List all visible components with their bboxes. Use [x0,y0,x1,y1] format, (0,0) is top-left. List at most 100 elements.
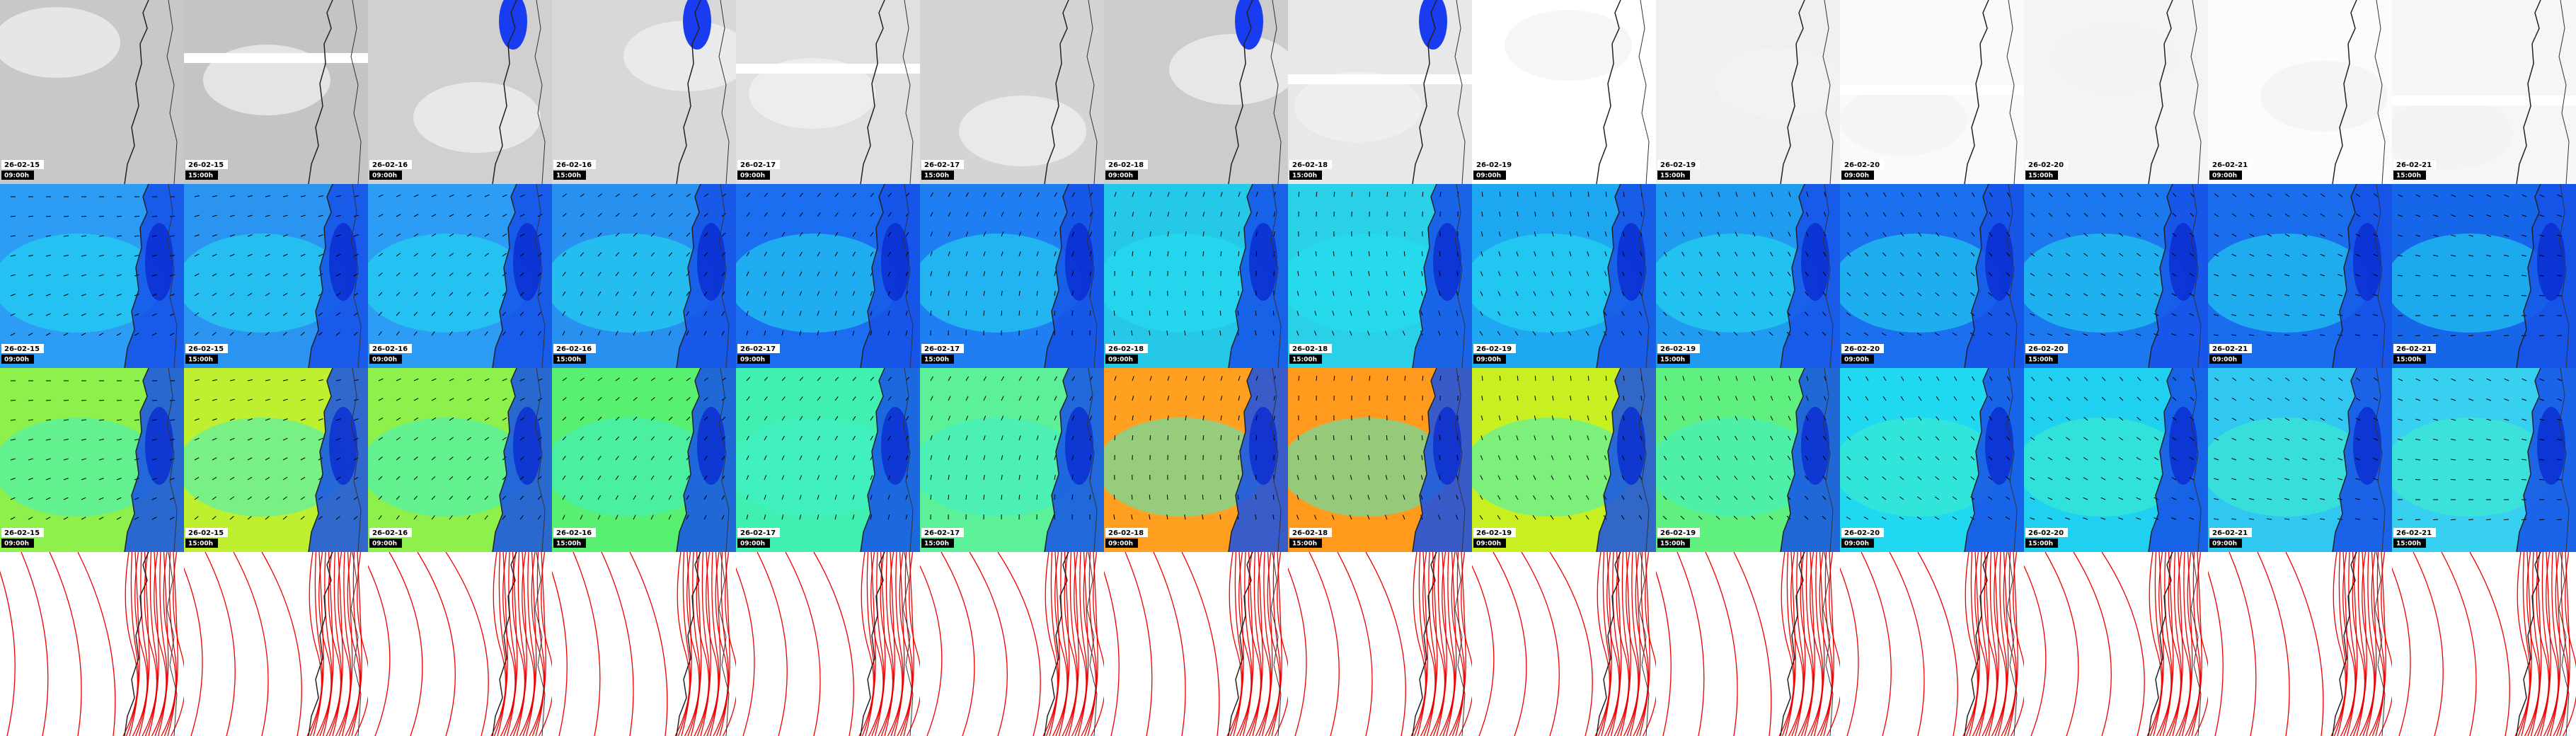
time-box [2209,171,2242,180]
wind-arrow [615,456,619,461]
wind-arrow [378,515,382,520]
wind-arrow [686,213,691,217]
cloud [413,82,541,153]
wind-arrow [2504,378,2509,381]
wind-arrow [2522,255,2527,257]
wind-arrow [2373,314,2379,316]
coastline [676,0,701,184]
wind-arrow [1113,330,1115,336]
wind-arrow [1568,514,1572,520]
wind-arrow [2556,275,2563,277]
wind-zone [184,234,347,333]
wind-arrow [852,435,856,441]
wind-arrow [1899,476,1904,481]
time-box [553,171,586,180]
wind-arrow [335,379,341,381]
isobar [1917,552,1958,736]
border [902,184,914,368]
wind-arrow [169,517,175,520]
wind-arrow [1970,292,1975,297]
wind-arrow [781,415,786,421]
wind-arrow [2006,476,2011,481]
wind-arrow [1865,232,1869,237]
wind-arrow [229,457,235,461]
wind-arrow [396,515,400,520]
wind-arrow [1369,375,1371,381]
wind-arrow [1001,310,1003,316]
wind-arrow [1018,291,1020,297]
wind-arrow [2154,396,2159,401]
wind-arrow [2373,213,2379,217]
wind-arrow [1681,251,1685,257]
wind-arrow [396,417,401,421]
wind-arrow [169,274,175,277]
isobar [1455,552,1466,736]
wind-arrow [396,194,401,197]
coastline [492,0,517,184]
wind-arrow [2154,192,2159,197]
wind-arrow [1456,455,1459,461]
wind-arrow [265,457,270,461]
wind-arrow [2267,234,2272,237]
wind-arrow [2338,274,2343,277]
wind-arrow [781,455,785,461]
wind-arrow [1149,435,1151,441]
time-box [1105,171,1138,180]
wind-arrow [2355,314,2361,316]
wind-arrow [81,313,86,316]
wind-arrow [98,313,104,316]
wind-arrow [721,213,726,217]
isobar [2549,552,2561,736]
wind-arrow [466,233,472,237]
wind-cell [2169,223,2197,301]
wind-arrow [1970,272,1975,277]
wind-arrow [1735,212,1738,217]
wind-arrow [2231,213,2237,217]
wind-arrow [2214,314,2219,316]
isobar [21,552,49,736]
wind-arrow [45,439,51,441]
wind-arrow [2136,517,2141,520]
wind-arrow [668,252,673,257]
isobar [2001,552,2017,736]
isobar [1248,552,1263,736]
wind-arrow [1882,272,1887,277]
wind-arrow [2100,293,2106,297]
coastline [2516,0,2541,184]
coastline [2148,0,2173,184]
wind-arrow [1805,396,1809,401]
time-box [737,539,770,548]
wind-arrow [335,457,341,461]
wind-arrow [2504,214,2509,217]
wind-arrow [834,435,838,441]
isobar [2003,552,2018,736]
wind-arrow [1296,311,1299,316]
wind-arrow [396,311,401,316]
wind-arrow [2030,477,2035,481]
wind-arrow [1332,291,1335,297]
wind-arrow [2486,398,2492,401]
wind-arrow [703,193,708,197]
border [1270,184,1282,368]
wind-arrow [834,396,839,401]
wind-zone [1288,418,1451,517]
isobar [722,552,736,736]
wind-arrow [353,496,358,500]
wind-arrow [2522,234,2527,237]
wind-arrow [1882,252,1887,257]
wind-arrow [1918,416,1922,421]
wind-arrow [686,436,691,441]
time-label: 09:00h [1844,173,1869,180]
wind-arrow [2030,272,2035,277]
wind-arrow [2171,293,2177,297]
wind-arrow [1733,331,1738,336]
wind-arrow [1622,435,1625,441]
wind-arrow [1972,376,1975,381]
wind-arrow [1089,310,1091,316]
